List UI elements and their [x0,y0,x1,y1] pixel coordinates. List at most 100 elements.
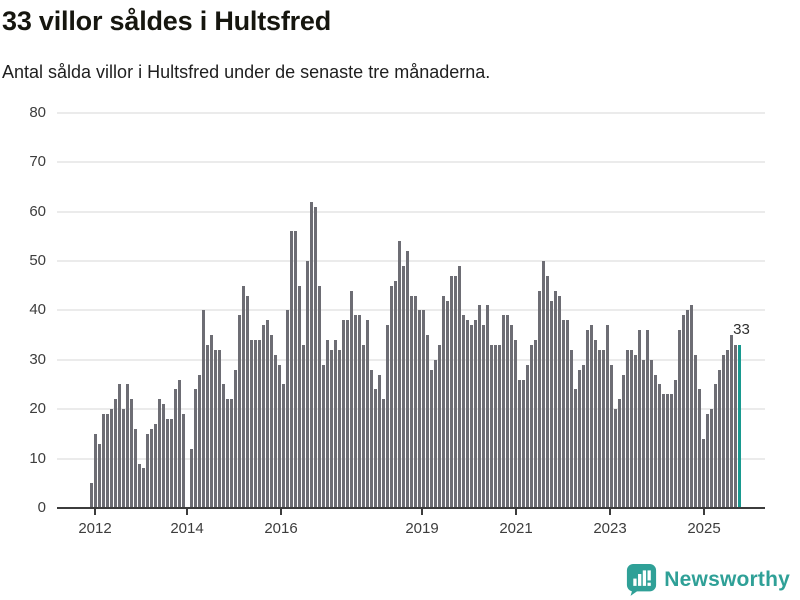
x-tick-label: 2019 [405,520,439,537]
bar [270,335,273,508]
x-tick-label: 2016 [264,520,298,537]
bar [722,355,725,508]
bar [238,315,241,508]
bar [210,335,213,508]
bar [682,315,685,508]
bar [530,345,533,508]
bar [410,296,413,508]
bar [462,315,465,508]
bar [550,301,553,508]
bar [406,251,409,508]
x-tick-label: 2012 [78,520,112,537]
bar [558,296,561,508]
bar [350,291,353,508]
x-tick-label: 2014 [170,520,204,537]
bar [494,345,497,508]
x-tick-label: 2021 [499,520,533,537]
y-axis-label: 40 [29,301,46,319]
bar [658,384,661,508]
x-tick [609,509,611,515]
bar [578,370,581,508]
bar [274,355,277,508]
bar [102,414,105,508]
bar [262,325,265,508]
bar [338,350,341,508]
bar [434,360,437,508]
bar [150,429,153,508]
bar [642,360,645,508]
bar [134,429,137,508]
bar [574,389,577,508]
y-axis-label: 60 [29,202,46,220]
y-axis-label: 80 [29,103,46,121]
bar [402,266,405,508]
bar [178,380,181,508]
bar [142,468,145,508]
newsworthy-logo-icon [626,563,657,596]
x-tick [421,509,423,515]
x-tick-label: 2025 [687,520,721,537]
bar [490,345,493,508]
bar [474,320,477,508]
bar [258,340,261,508]
bar [370,370,373,508]
bar [334,340,337,508]
x-axis-line [57,507,765,509]
bar [666,394,669,508]
bar [422,310,425,508]
bar [710,409,713,508]
bar [690,305,693,508]
bar [214,350,217,508]
grid-line [57,161,765,164]
bar [118,384,121,508]
bar [502,315,505,508]
bar [322,365,325,508]
bar [198,375,201,508]
bar [114,399,117,508]
bar [498,345,501,508]
bar [718,370,721,508]
bar [126,384,129,508]
bar [582,365,585,508]
bar [206,345,209,508]
bar [634,355,637,508]
bar [674,380,677,508]
x-tick [94,509,96,515]
bar [146,434,149,508]
bar [626,350,629,508]
bar [250,340,253,508]
grid-line [57,111,765,114]
bar [622,375,625,508]
bar [430,370,433,508]
bar [514,340,517,508]
bar [222,384,225,508]
bar-value-label: 33 [733,320,750,338]
bar [570,350,573,508]
y-axis-label: 50 [29,252,46,269]
bar [154,424,157,508]
bar [518,380,521,508]
bar [230,399,233,508]
bar [362,345,365,508]
bar [630,350,633,508]
bar [638,330,641,508]
bar [298,286,301,508]
bar [594,340,597,508]
bar [714,384,717,508]
bar [438,345,441,508]
bar [482,325,485,508]
bar [110,409,113,508]
bar [478,305,481,508]
bar [98,444,101,508]
bar [450,276,453,508]
bar [598,350,601,508]
bar [246,296,249,508]
bar [562,320,565,508]
y-axis-label: 10 [29,449,46,467]
bar [234,370,237,508]
y-axis-label: 30 [29,350,46,368]
bar [242,286,245,508]
bar [702,439,705,508]
bar [174,389,177,508]
